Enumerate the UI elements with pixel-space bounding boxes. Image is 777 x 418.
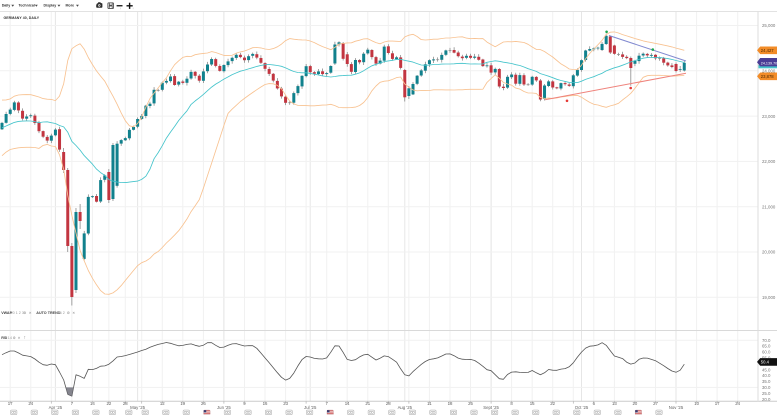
svg-text:✕: ✕ [18,336,21,340]
svg-text:Apr '25: Apr '25 [49,405,63,410]
svg-text:60.0: 60.0 [762,350,771,355]
svg-text:Daily: Daily [2,4,11,8]
svg-text:50.4: 50.4 [761,360,770,365]
svg-text:25.0: 25.0 [762,391,771,396]
svg-text:65.0: 65.0 [762,344,771,349]
svg-text:70.0: 70.0 [762,338,771,343]
svg-text:Display: Display [44,4,57,8]
svg-text:35.0: 35.0 [762,379,771,384]
svg-text:RSI: RSI [1,336,7,340]
svg-text:30.0: 30.0 [762,385,771,390]
svg-text:Jul '25: Jul '25 [304,405,317,410]
svg-text:Oct '25: Oct '25 [575,405,589,410]
svg-text:Technical: Technical [19,4,35,8]
svg-text:20,000: 20,000 [762,250,776,255]
svg-text:May '25: May '25 [130,405,146,410]
svg-text:Jun '25: Jun '25 [217,405,231,410]
svg-text:Sept '25: Sept '25 [483,405,499,410]
svg-text:More: More [66,4,75,8]
svg-text:22,000: 22,000 [762,159,776,164]
svg-text:23,878: 23,878 [761,74,774,79]
svg-text:24,139.70: 24,139.70 [761,61,777,65]
svg-text:19,000: 19,000 [762,295,776,300]
svg-text:✕: ✕ [29,311,32,315]
svg-text:Aug '25: Aug '25 [398,405,413,410]
svg-text:21,000: 21,000 [762,204,776,209]
svg-text:24,000: 24,000 [762,69,776,74]
svg-text:VWAP: VWAP [1,311,12,315]
svg-text:AUTO TREND: AUTO TREND [36,311,60,315]
svg-text:40.0: 40.0 [762,373,771,378]
svg-text:GERMANY 40, DAILY: GERMANY 40, DAILY [4,16,40,20]
svg-text:25,000: 25,000 [762,23,776,28]
svg-text:⚙: ⚙ [13,336,17,340]
svg-text:14: 14 [8,336,12,340]
svg-text:20 1 2 3: 20 1 2 3 [11,311,24,315]
svg-text:✕: ✕ [72,311,75,315]
svg-text:20.0: 20.0 [762,397,771,402]
svg-text:⚙: ⚙ [23,311,27,315]
svg-text:23,000: 23,000 [762,114,776,119]
svg-text:4 6 2: 4 6 2 [57,311,65,315]
svg-text:55.0: 55.0 [762,356,771,361]
svg-text:45.0: 45.0 [762,367,771,372]
svg-text:⚙: ⚙ [67,311,71,315]
svg-text:24,427: 24,427 [761,48,774,53]
svg-text:↑: ↑ [24,335,27,341]
svg-text:Nov '25: Nov '25 [669,405,684,410]
